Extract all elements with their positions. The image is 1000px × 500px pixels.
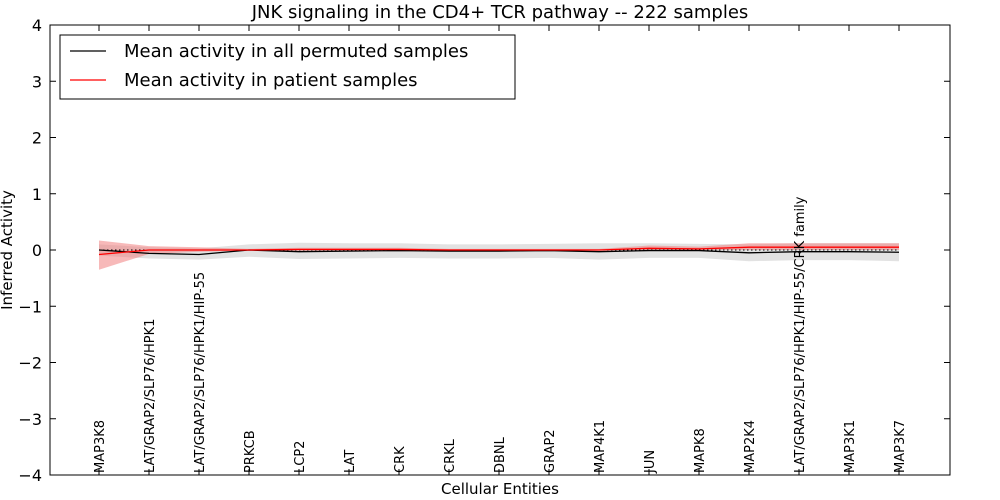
chart-title: JNK signaling in the CD4+ TCR pathway --… bbox=[251, 2, 749, 23]
plot-area: −4 −3 −2 −1 0 1 2 3 4 MAP3K8 LAT/GRAP2/SLP76/HPK1… bbox=[18, 16, 951, 485]
y-tick-label: 3 bbox=[32, 72, 42, 91]
legend-box bbox=[59, 34, 516, 100]
x-tick-label: LAT/GRAP2/SLP76/HPK1/HIP-55/CRK family bbox=[793, 196, 808, 473]
y-tick-label: 1 bbox=[32, 185, 42, 204]
legend: Mean activity in all permuted samples Me… bbox=[59, 34, 516, 100]
x-tick-label: DBNL bbox=[493, 436, 508, 473]
y-tick-label: 4 bbox=[32, 16, 42, 35]
x-tick-label: MAP3K8 bbox=[93, 420, 108, 473]
y-tick-label: −2 bbox=[18, 354, 42, 373]
y-tick-label: −3 bbox=[18, 410, 42, 429]
series-line bbox=[98, 246, 899, 256]
y-axis-ticks: −4 −3 −2 −1 0 1 2 3 4 bbox=[18, 16, 950, 485]
x-tick-label: PRKCB bbox=[243, 430, 258, 473]
x-tick-label: JUN bbox=[643, 450, 658, 474]
x-tick-label: MAP3K7 bbox=[893, 420, 908, 473]
x-tick-label: MAP3K1 bbox=[843, 420, 858, 473]
x-tick-label: CRKL bbox=[443, 438, 458, 473]
x-tick-label: LCP2 bbox=[293, 441, 308, 473]
x-tick-label: MAP4K1 bbox=[593, 420, 608, 473]
x-tick-label: MAPK8 bbox=[693, 428, 708, 473]
x-axis-label: Cellular Entities bbox=[441, 480, 559, 498]
x-tick-label: MAP2K4 bbox=[743, 420, 758, 473]
x-tick-label: GRAP2 bbox=[543, 429, 558, 473]
x-tick-label: LAT/GRAP2/SLP76/HPK1/HIP-55 bbox=[193, 272, 208, 473]
confidence-bands bbox=[99, 240, 899, 270]
y-tick-label: 2 bbox=[32, 129, 42, 148]
x-tick-label: LAT bbox=[343, 450, 358, 473]
series-band bbox=[99, 240, 899, 270]
series-line bbox=[98, 249, 900, 256]
y-tick-label: −1 bbox=[18, 297, 42, 316]
x-tick-label: LAT/GRAP2/SLP76/HPK1 bbox=[143, 319, 158, 473]
y-tick-label: 0 bbox=[32, 241, 42, 260]
series-lines bbox=[98, 246, 900, 256]
legend-label-patient: Mean activity in patient samples bbox=[124, 70, 418, 91]
x-axis-ticks: MAP3K8 LAT/GRAP2/SLP76/HPK1 LAT/GRAP2/SLP7… bbox=[93, 25, 908, 475]
y-tick-label: −4 bbox=[18, 466, 42, 485]
x-tick-label: CRK bbox=[393, 446, 408, 473]
legend-label-permuted: Mean activity in all permuted samples bbox=[124, 41, 468, 62]
y-axis-label: Inferred Activity bbox=[0, 190, 16, 310]
